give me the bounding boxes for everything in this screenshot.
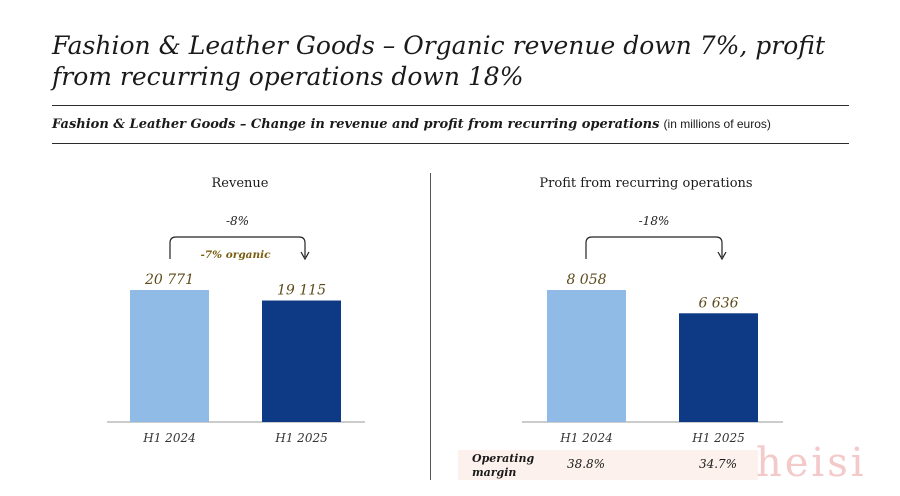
revenue-x-tick-0: H1 2024 bbox=[142, 431, 195, 445]
revenue-bar-0 bbox=[130, 290, 209, 422]
profit-bracket-arrowhead bbox=[717, 251, 727, 261]
profit-x-tick-0: H1 2024 bbox=[559, 431, 612, 445]
profit-change-label: -18% bbox=[639, 214, 670, 228]
profit-chart-title: Profit from recurring operations bbox=[539, 176, 752, 191]
profit-bar-1 bbox=[679, 313, 758, 422]
revenue-value-label-0: 20 771 bbox=[144, 272, 194, 288]
watermark: heisi bbox=[756, 440, 867, 486]
margin-strip-background bbox=[458, 450, 758, 480]
subtitle-text: Fashion & Leather Goods – Change in reve… bbox=[52, 117, 660, 132]
revenue-bracket-arrowhead bbox=[300, 251, 310, 261]
panel-divider bbox=[430, 173, 431, 480]
margin-value-0: 38.8% bbox=[567, 457, 605, 471]
page-title: Fashion & Leather Goods – Organic revenu… bbox=[52, 31, 826, 91]
title-rule bbox=[52, 105, 849, 106]
profit-value-label-0: 8 058 bbox=[566, 272, 606, 288]
subtitle-rule bbox=[52, 143, 849, 144]
profit-value-label-1: 6 636 bbox=[698, 295, 738, 311]
revenue-bar-1 bbox=[262, 300, 341, 422]
margin-label-line1: Operating bbox=[472, 452, 534, 465]
revenue-chart-title: Revenue bbox=[212, 176, 269, 191]
unit-label: (in millions of euros) bbox=[663, 117, 771, 131]
chart-subtitle: Fashion & Leather Goods – Change in reve… bbox=[52, 117, 771, 132]
revenue-change-label: -8% bbox=[226, 214, 249, 228]
margin-value-1: 34.7% bbox=[699, 457, 737, 471]
margin-label-line2: margin bbox=[472, 466, 516, 479]
revenue-change-bracket bbox=[169, 236, 306, 259]
profit-change-bracket bbox=[585, 236, 723, 259]
profit-bar-0 bbox=[547, 290, 626, 422]
revenue-organic-label: -7% organic bbox=[201, 249, 272, 261]
profit-x-tick-1: H1 2025 bbox=[691, 431, 744, 445]
revenue-value-label-1: 19 115 bbox=[277, 283, 326, 299]
revenue-x-tick-1: H1 2025 bbox=[274, 431, 327, 445]
